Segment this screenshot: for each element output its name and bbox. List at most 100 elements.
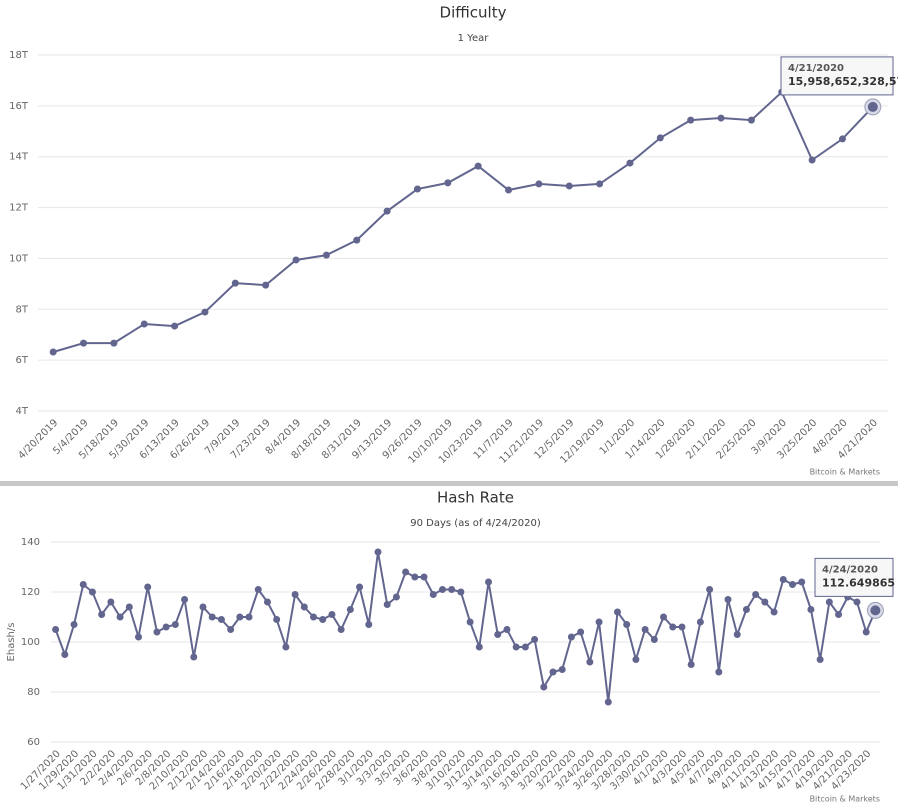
data-point xyxy=(742,606,750,613)
data-point xyxy=(788,581,796,588)
y-tick-label: 4T xyxy=(16,406,29,417)
data-point xyxy=(429,591,437,598)
data-point xyxy=(273,616,281,623)
data-point xyxy=(715,668,723,676)
data-point xyxy=(825,598,833,606)
data-point xyxy=(365,621,373,628)
y-tick-label: 18T xyxy=(9,50,29,61)
data-point xyxy=(144,583,152,591)
data-point xyxy=(80,339,88,347)
data-point xyxy=(201,308,209,316)
data-point xyxy=(392,593,400,601)
data-point xyxy=(808,156,816,164)
data-point xyxy=(282,643,290,651)
data-point xyxy=(70,621,78,628)
chart-subtitle: 90 Days (as of 4/24/2020) xyxy=(410,518,541,529)
data-point xyxy=(474,162,482,170)
data-point xyxy=(577,628,585,636)
data-point xyxy=(231,279,239,287)
data-point xyxy=(862,628,870,636)
data-point xyxy=(322,251,330,259)
data-point xyxy=(687,116,695,124)
data-point xyxy=(208,613,216,621)
y-axis-label: Ehash/s xyxy=(6,623,17,662)
series-line xyxy=(52,90,874,353)
data-point xyxy=(140,320,148,328)
y-tick-label: 8T xyxy=(16,304,29,315)
chart-subtitle: 1 Year xyxy=(458,33,490,44)
data-point xyxy=(310,613,318,621)
data-point xyxy=(706,586,714,593)
data-point xyxy=(595,618,603,626)
y-tick-label: 16T xyxy=(9,101,29,112)
data-point xyxy=(110,339,118,347)
data-point xyxy=(494,631,502,638)
data-point xyxy=(263,598,271,606)
data-point xyxy=(696,618,704,626)
chart-title: Hash Rate xyxy=(437,489,514,507)
data-point xyxy=(98,611,106,618)
data-point xyxy=(236,613,244,621)
data-point xyxy=(171,621,179,628)
data-point xyxy=(448,586,456,593)
data-point xyxy=(558,666,566,673)
y-tick-label: 140 xyxy=(21,537,40,548)
data-point xyxy=(604,698,612,706)
data-point xyxy=(586,658,594,666)
data-point xyxy=(549,668,557,676)
data-point xyxy=(660,613,668,621)
tooltip-value: 112.649865 xyxy=(822,576,895,589)
data-point xyxy=(171,322,179,330)
credit: Bitcoin & Markets xyxy=(810,795,880,804)
data-point xyxy=(798,578,806,586)
data-point xyxy=(199,603,207,611)
credit: Bitcoin & Markets xyxy=(810,468,880,477)
series-line xyxy=(54,551,877,703)
y-tick-label: 80 xyxy=(27,687,40,698)
data-point xyxy=(420,573,428,581)
y-tick-label: 14T xyxy=(9,152,29,163)
data-point xyxy=(733,631,741,638)
data-point xyxy=(747,116,755,124)
data-point xyxy=(374,548,382,556)
y-tick-label: 6T xyxy=(16,355,29,366)
data-point xyxy=(300,603,308,611)
data-point xyxy=(49,348,57,356)
data-point xyxy=(853,598,861,606)
data-point xyxy=(444,179,452,187)
data-point xyxy=(623,621,631,628)
y-tick-label: 10T xyxy=(9,253,29,264)
data-point xyxy=(512,643,520,651)
highlight-point xyxy=(870,605,881,616)
data-point xyxy=(687,661,695,668)
tooltip-value: 15,958,652,328,578 xyxy=(788,75,898,88)
data-point xyxy=(475,643,483,651)
data-point xyxy=(816,656,824,663)
data-point xyxy=(181,596,189,603)
y-tick-label: 100 xyxy=(21,637,40,648)
data-point xyxy=(291,591,299,598)
data-point xyxy=(641,626,649,633)
data-point xyxy=(411,573,419,581)
tooltip-date: 4/24/2020 xyxy=(822,564,878,575)
data-point xyxy=(262,281,270,289)
data-point xyxy=(438,586,446,593)
data-point xyxy=(565,182,573,190)
data-point xyxy=(245,613,253,621)
tooltip-box xyxy=(780,56,894,96)
data-point xyxy=(626,159,634,167)
data-point xyxy=(669,623,677,631)
data-point xyxy=(521,643,529,651)
data-point xyxy=(254,586,262,593)
data-point xyxy=(217,616,225,623)
data-point xyxy=(505,186,513,194)
data-point xyxy=(540,683,548,691)
chart-title: Difficulty xyxy=(440,4,507,22)
highlight-point xyxy=(867,101,878,112)
data-point xyxy=(162,623,170,631)
data-point xyxy=(79,581,87,588)
data-point xyxy=(807,606,815,613)
data-point xyxy=(413,185,421,193)
data-point xyxy=(135,633,143,641)
